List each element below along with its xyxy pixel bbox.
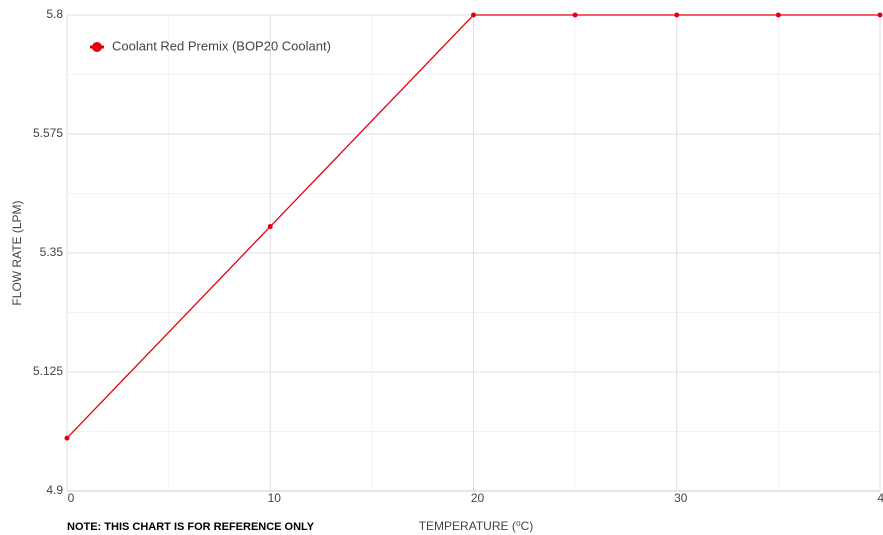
legend-marker (92, 42, 102, 52)
y-tick-label: 4.9 (46, 483, 63, 497)
data-point (572, 12, 578, 18)
data-point (775, 12, 781, 18)
y-tick-label: 5.575 (33, 126, 63, 140)
y-tick-label: 5.125 (33, 364, 63, 378)
note: NOTE: THIS CHART IS FOR REFERENCE ONLY (67, 521, 315, 533)
y-tick-label: 5.8 (46, 7, 63, 21)
data-point (471, 12, 476, 18)
x-axis-label: TEMPERATURE (⁰C) (419, 519, 534, 533)
x-tick-label: 30 (674, 491, 688, 505)
y-tick-label: 5.35 (40, 245, 64, 259)
data-point (877, 12, 883, 18)
x-tick-label: 0 (68, 491, 75, 505)
data-point (674, 12, 680, 18)
legend-label: Coolant Red Premix (BOP20 Coolant) (112, 38, 331, 53)
x-tick-label: 20 (471, 491, 485, 505)
x-tick-label: 40 (877, 491, 883, 505)
data-point (64, 435, 70, 441)
y-axis-label: FLOW RATE (LPM) (10, 200, 24, 305)
x-tick-label: 10 (268, 491, 282, 505)
data-point (267, 224, 273, 230)
